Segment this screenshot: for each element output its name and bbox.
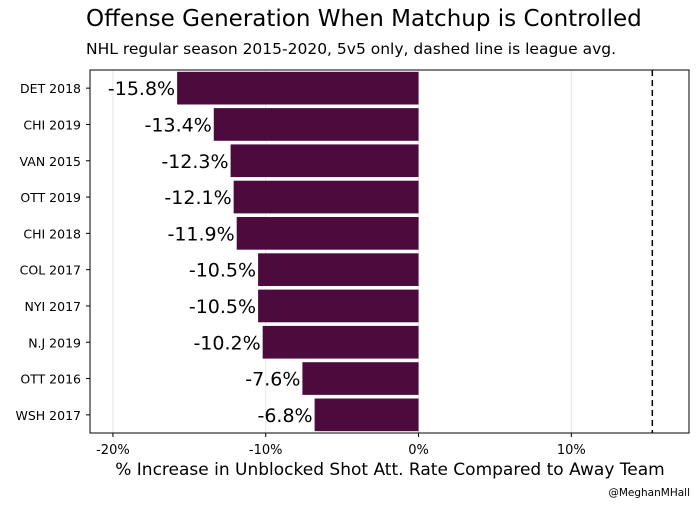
y-tick-label-2: VAN 2015 <box>20 154 81 169</box>
bar-9 <box>314 398 419 432</box>
x-tick-label-0: -20% <box>96 443 130 458</box>
value-label-1: -13.4% <box>145 114 212 136</box>
bar-0 <box>177 71 419 105</box>
y-tick-label-3: OTT 2019 <box>20 190 81 205</box>
chart-title: Offense Generation When Matchup is Contr… <box>86 6 642 32</box>
bar-6 <box>258 289 419 323</box>
bar-2 <box>230 144 419 178</box>
plot-frame <box>89 69 690 434</box>
value-label-8: -7.6% <box>245 369 300 391</box>
value-label-9: -6.8% <box>257 405 312 427</box>
value-label-4: -11.9% <box>167 223 234 245</box>
x-tick-label-3: 10% <box>557 443 586 458</box>
value-label-0: -15.8% <box>108 78 175 100</box>
chart-subtitle: NHL regular season 2015-2020, 5v5 only, … <box>86 40 617 58</box>
value-label-3: -12.1% <box>164 187 231 209</box>
y-tick-label-8: OTT 2016 <box>20 372 81 387</box>
x-axis-title: % Increase in Unblocked Shot Att. Rate C… <box>115 460 665 480</box>
x-tick-label-1: -10% <box>249 443 283 458</box>
bar-7 <box>262 325 419 359</box>
value-label-5: -10.5% <box>189 260 256 282</box>
y-tick-label-9: WSH 2017 <box>16 408 81 423</box>
value-label-7: -10.2% <box>193 332 260 354</box>
value-label-2: -12.3% <box>161 151 228 173</box>
y-tick-label-0: DET 2018 <box>20 81 81 96</box>
bar-4 <box>236 217 419 250</box>
value-label-6: -10.5% <box>189 296 256 318</box>
bar-5 <box>258 253 419 286</box>
y-tick-label-4: CHI 2018 <box>23 226 81 241</box>
y-tick-label-1: CHI 2019 <box>23 117 81 132</box>
y-tick-label-6: NYI 2017 <box>25 299 81 314</box>
author-credit: @MeghanMHall <box>608 487 690 499</box>
y-tick-label-7: N.J 2019 <box>28 335 81 350</box>
bar-3 <box>233 180 419 214</box>
y-tick-label-5: COL 2017 <box>20 263 81 278</box>
bar-8 <box>302 362 419 395</box>
bar-1 <box>213 108 419 141</box>
x-tick-label-2: 0% <box>408 443 429 458</box>
